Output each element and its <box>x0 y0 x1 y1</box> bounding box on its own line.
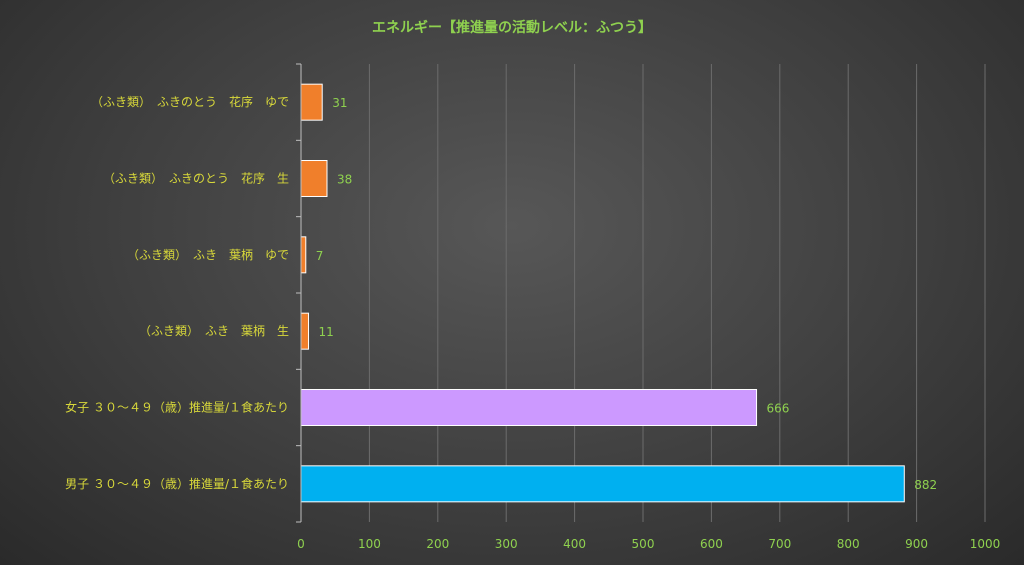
bar <box>300 389 758 426</box>
x-tick-label: 0 <box>297 537 305 551</box>
x-tick-label: 600 <box>700 537 723 551</box>
data-label: 666 <box>767 402 790 416</box>
x-tick-label: 400 <box>563 537 586 551</box>
x-tick-label: 900 <box>905 537 928 551</box>
data-label: 38 <box>337 173 352 187</box>
category-label: 男子 ３０～４９（歳）推進量/１食あたり <box>65 476 289 491</box>
bar <box>300 465 905 503</box>
bar <box>300 160 328 197</box>
category-label: （ふき類） ふきのとう 花序 生 <box>103 171 289 186</box>
category-label: （ふき類） ふきのとう 花序 ゆで <box>91 94 289 109</box>
bars <box>300 83 905 503</box>
x-tick-label: 200 <box>426 537 449 551</box>
x-tick-label: 800 <box>837 537 860 551</box>
x-tick-label: 700 <box>768 537 791 551</box>
data-label: 882 <box>914 478 937 492</box>
labels: 0 100 200 300 400 500 600 700 800 900 1000 （ふき類） ふき… <box>65 94 1000 551</box>
data-label: 7 <box>316 249 324 263</box>
data-label: 31 <box>332 96 347 110</box>
x-tick-label: 100 <box>358 537 381 551</box>
x-tick-label: 1000 <box>970 537 1001 551</box>
data-label: 11 <box>319 325 334 339</box>
x-tick-label: 300 <box>495 537 518 551</box>
gridlines <box>368 64 986 522</box>
category-label: （ふき類） ふき 葉柄 ゆで <box>127 248 289 262</box>
category-label: 女子 ３０～４９（歳）推進量/１食あたり <box>65 400 289 415</box>
chart-title: エネルギー【推進量の活動レベル：ふつう】 <box>372 19 652 36</box>
x-tick-label: 500 <box>632 537 655 551</box>
bar <box>300 236 307 274</box>
axes <box>296 63 302 523</box>
bar <box>300 312 310 350</box>
bar <box>300 83 323 121</box>
category-label: （ふき類） ふき 葉柄 生 <box>139 324 289 338</box>
